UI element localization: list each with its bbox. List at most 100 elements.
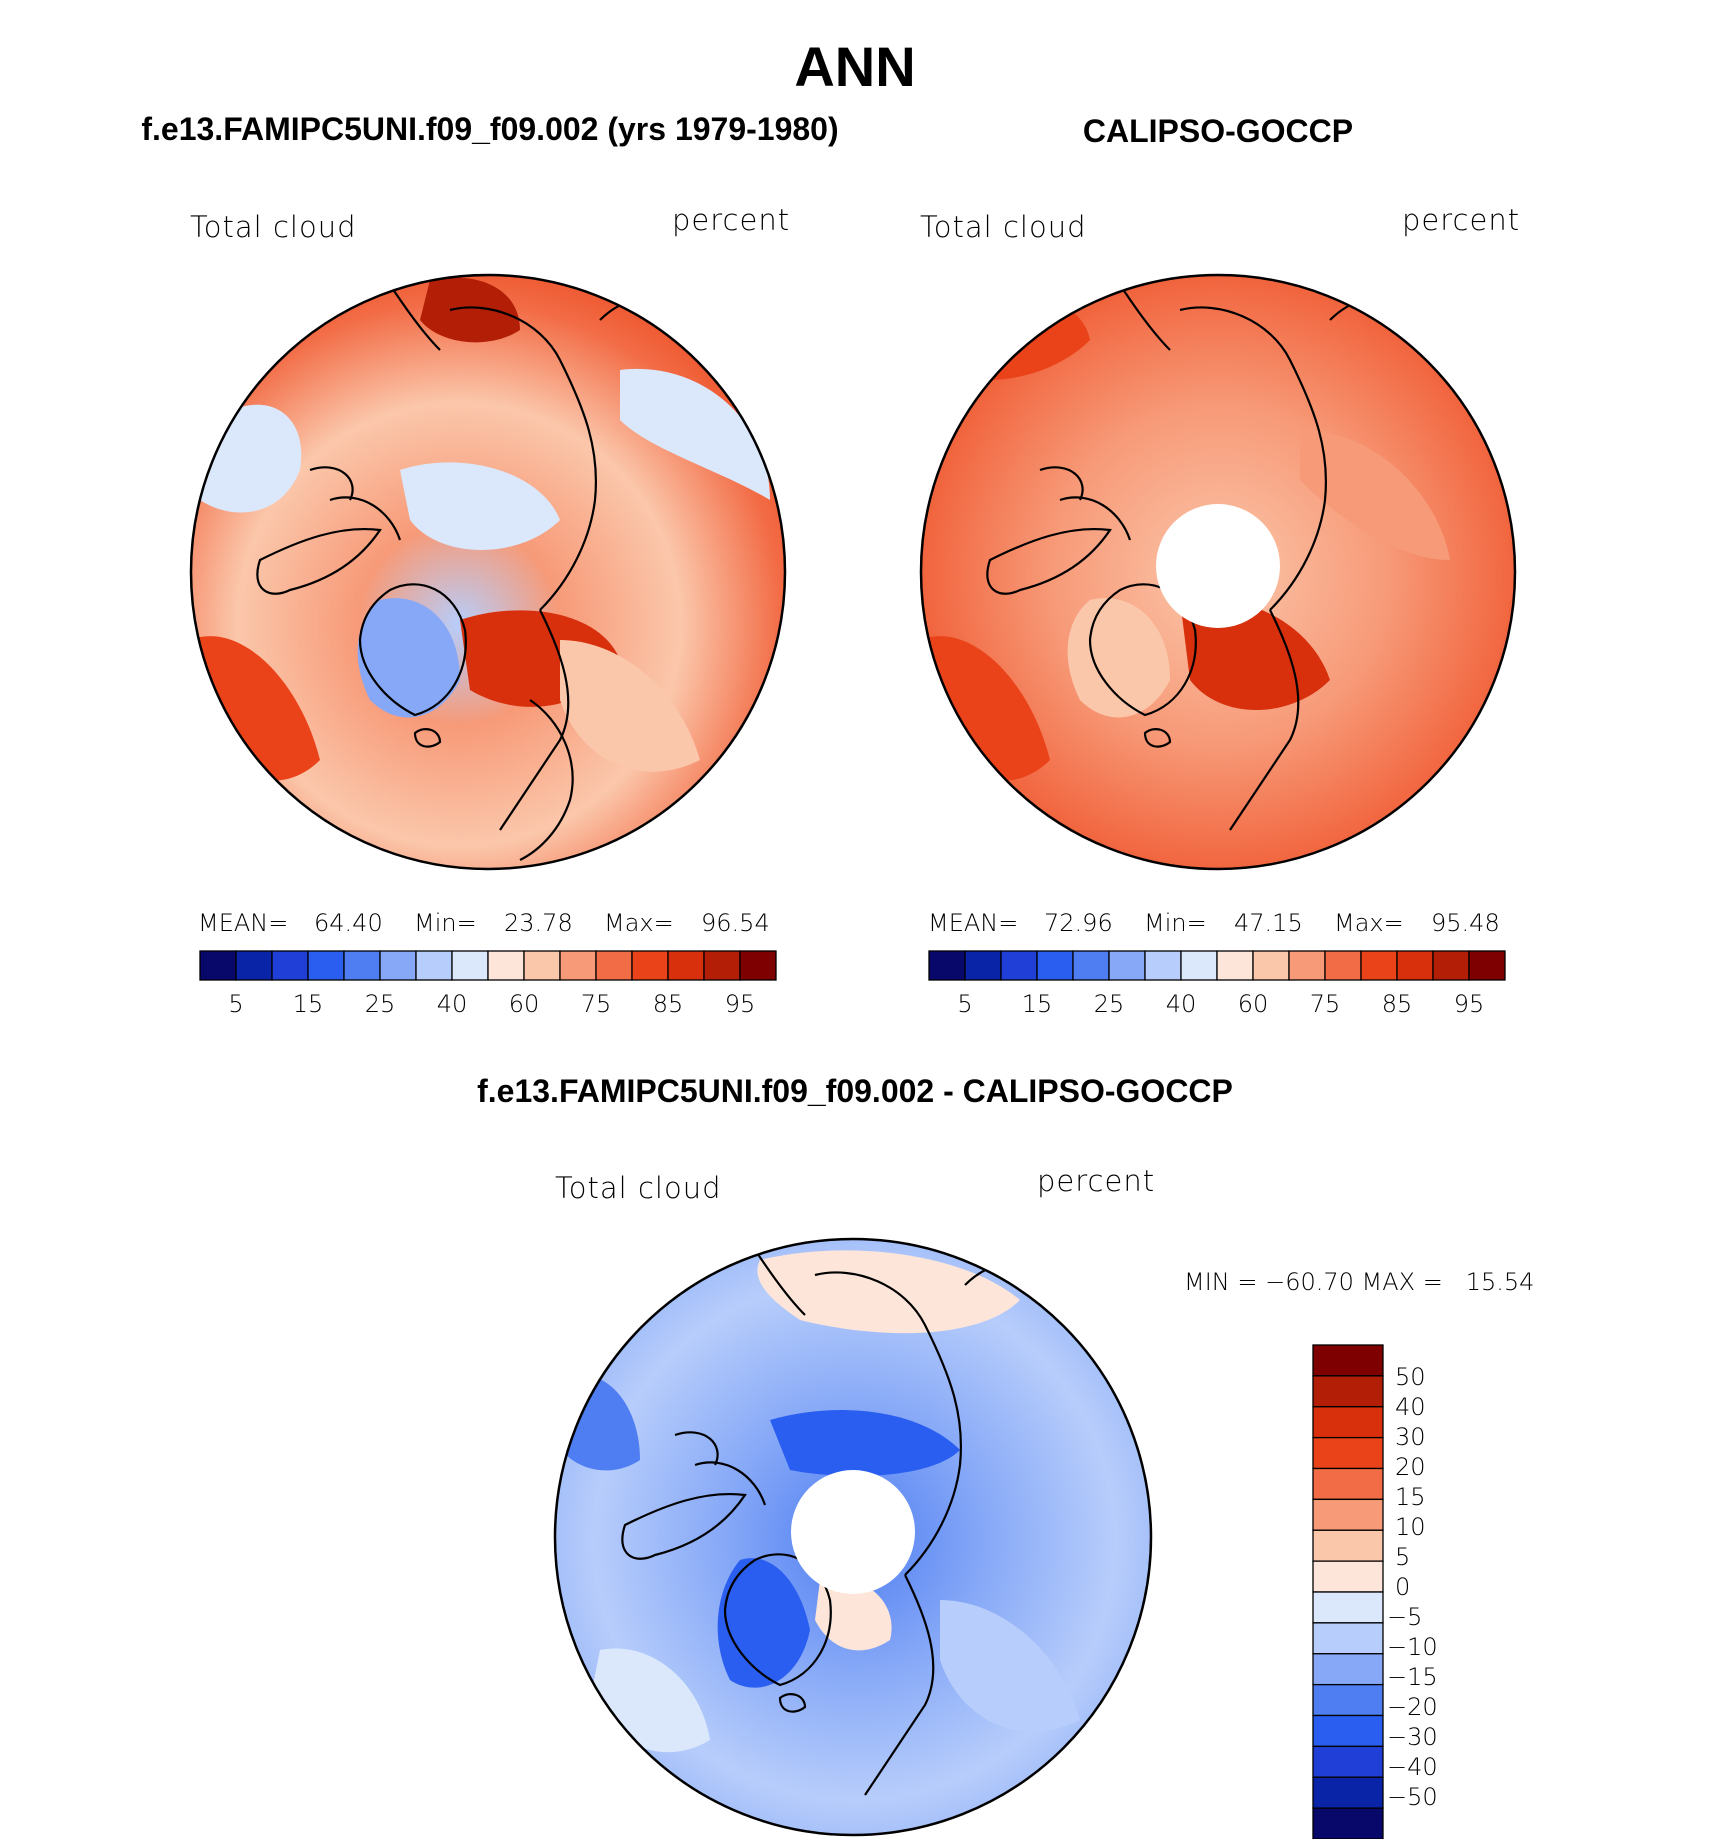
panel2-colorbar	[928, 950, 1506, 981]
panel2-title: CALIPSO-GOCCP	[1083, 113, 1353, 149]
panel1-colorbar-tick-label: 5	[228, 990, 243, 1018]
panel3-colorbar-tick-label: −30	[1387, 1723, 1438, 1751]
figure-title: ANN	[794, 35, 915, 98]
panel2-colorbar-swatch	[1252, 950, 1290, 981]
panel3: Total cloud percent MIN = −60.70 MAX = 1…	[553, 1164, 1534, 1839]
panel2-colorbar-tick-label: 85	[1382, 990, 1413, 1018]
panel3-colorbar-swatch	[1312, 1560, 1384, 1593]
panel2-colorbar-tick-label: 75	[1310, 990, 1341, 1018]
panel2-colorbar-swatch	[1144, 950, 1182, 981]
panel2-colorbar-tick-label: 40	[1166, 990, 1197, 1018]
panel1-colorbar-swatch	[487, 950, 525, 981]
panel1-colorbar-swatch	[415, 950, 453, 981]
panel3-colorbar-swatch	[1312, 1436, 1384, 1470]
panel2-variable: Total cloud	[920, 210, 1086, 244]
panel1: Total cloud percent MEAN= 64.40 Min=	[189, 203, 790, 1018]
panel3-colorbar-tick-label: 0	[1395, 1573, 1410, 1601]
panel1-max-value: 96.54	[701, 909, 770, 937]
panel1-colorbar	[199, 950, 777, 981]
panel2-colorbar-tick-label: 15	[1022, 990, 1053, 1018]
panel3-colorbar-tick-label: 30	[1395, 1423, 1426, 1451]
panel3-colorbar-tick-label: 40	[1395, 1393, 1426, 1421]
panel3-colorbar-tick-label: −50	[1387, 1783, 1438, 1811]
panel3-map-border	[553, 1237, 1153, 1837]
panel2-colorbar-tick-label: 95	[1454, 990, 1485, 1018]
panel2-mean-value: 72.96	[1044, 909, 1113, 937]
panel2-min-label: Min=	[1144, 909, 1207, 937]
panel1-title: f.e13.FAMIPC5UNI.f09_f09.002 (yrs 1979-1…	[141, 111, 838, 147]
panel1-colorbar-swatch	[235, 950, 273, 981]
panel3-colorbar-tick-label: 20	[1395, 1453, 1426, 1481]
panel2-max-label: Max=	[1334, 909, 1404, 937]
panel2-colorbar-swatch	[964, 950, 1002, 981]
panel1-colorbar-swatch	[199, 950, 237, 981]
panel3-colorbar	[1312, 1344, 1384, 1839]
panel2-colorbar-ticks: 5 15 25 40 60 75 85 95	[957, 990, 1484, 1018]
panel1-colorbar-tick-label: 60	[509, 990, 540, 1018]
panel2-colorbar-swatch	[1216, 950, 1254, 981]
panel3-colorbar-swatch	[1312, 1467, 1384, 1501]
panel3-colorbar-tick-label: 50	[1395, 1363, 1426, 1391]
panel3-colorbar-swatch	[1312, 1591, 1384, 1624]
panel3-colorbar-swatch	[1312, 1683, 1384, 1717]
panel2-polar-gap	[1156, 504, 1280, 628]
panel3-colorbar-tick-label: −15	[1387, 1663, 1438, 1691]
panel1-min-value: 23.78	[504, 909, 573, 937]
panel3-units: percent	[1037, 1164, 1155, 1198]
panel2-colorbar-swatch	[1324, 950, 1362, 981]
panel1-max-label: Max=	[604, 909, 674, 937]
panel1-mean-value: 64.40	[314, 909, 383, 937]
panel1-colorbar-swatch	[271, 950, 309, 981]
panel1-units: percent	[672, 203, 790, 237]
panel3-colorbar-tick-label: −5	[1387, 1603, 1422, 1631]
panel1-colorbar-swatch	[379, 950, 417, 981]
panel2-mean-label: MEAN=	[928, 909, 1018, 937]
panel3-colorbar-swatch	[1312, 1714, 1384, 1748]
panel3-colorbar-tick-label: −40	[1387, 1753, 1438, 1781]
panel1-colorbar-swatch	[703, 950, 741, 981]
panel2-colorbar-swatch	[1468, 950, 1506, 981]
panel2-colorbar-swatch	[1180, 950, 1218, 981]
panel1-colorbar-tick-label: 40	[437, 990, 468, 1018]
panel2: Total cloud percent MEAN= 72.96 Min= 47.…	[919, 203, 1520, 1018]
panel3-minmax: MIN = −60.70 MAX = 15.54	[1184, 1268, 1534, 1296]
panel3-colorbar-swatch	[1312, 1653, 1384, 1686]
panel1-colorbar-swatch	[667, 950, 705, 981]
panel3-colorbar-swatch	[1312, 1807, 1384, 1839]
panel2-colorbar-swatch	[1360, 950, 1398, 981]
panel1-colorbar-tick-label: 85	[653, 990, 684, 1018]
panel3-title: f.e13.FAMIPC5UNI.f09_f09.002 - CALIPSO-G…	[477, 1073, 1233, 1109]
panel1-colorbar-tick-label: 75	[581, 990, 612, 1018]
panel2-colorbar-swatch	[1000, 950, 1038, 981]
panel1-variable: Total cloud	[190, 210, 356, 244]
panel1-colorbar-swatch	[451, 950, 489, 981]
panel1-min-label: Min=	[414, 909, 477, 937]
panel1-colorbar-tick-label: 15	[293, 990, 324, 1018]
panel1-map	[191, 275, 785, 869]
panel1-colorbar-swatch	[631, 950, 669, 981]
panel1-colorbar-tick-label: 95	[725, 990, 756, 1018]
panel2-colorbar-swatch	[1108, 950, 1146, 981]
panel2-colorbar-swatch	[928, 950, 966, 981]
panel3-colorbar-tick-label: −20	[1387, 1693, 1438, 1721]
panel2-max-value: 95.48	[1431, 909, 1500, 937]
panel2-colorbar-tick-label: 5	[957, 990, 972, 1018]
panel2-colorbar-swatch	[1432, 950, 1470, 981]
panel3-colorbar-tick-label: −10	[1387, 1633, 1438, 1661]
panel1-colorbar-ticks: 5 15 25 40 60 75 85 95	[228, 990, 755, 1018]
panel3-colorbar-tick-label: 5	[1395, 1543, 1410, 1571]
panel1-colorbar-swatch	[307, 950, 345, 981]
panel2-colorbar-swatch	[1036, 950, 1074, 981]
panel1-colorbar-swatch	[739, 950, 777, 981]
panel1-colorbar-swatch	[559, 950, 597, 981]
panel3-colorbar-swatch	[1312, 1776, 1384, 1809]
panel3-colorbar-swatch	[1312, 1529, 1384, 1562]
panel3-colorbar-swatch	[1312, 1406, 1384, 1439]
panel3-colorbar-tick-label: 10	[1395, 1513, 1426, 1541]
panel3-colorbar-tick-label: 15	[1395, 1483, 1426, 1511]
panel1-map-border	[189, 273, 787, 871]
panel3-colorbar-swatch	[1312, 1498, 1384, 1531]
panel2-units: percent	[1402, 203, 1520, 237]
panel2-colorbar-swatch	[1396, 950, 1434, 981]
